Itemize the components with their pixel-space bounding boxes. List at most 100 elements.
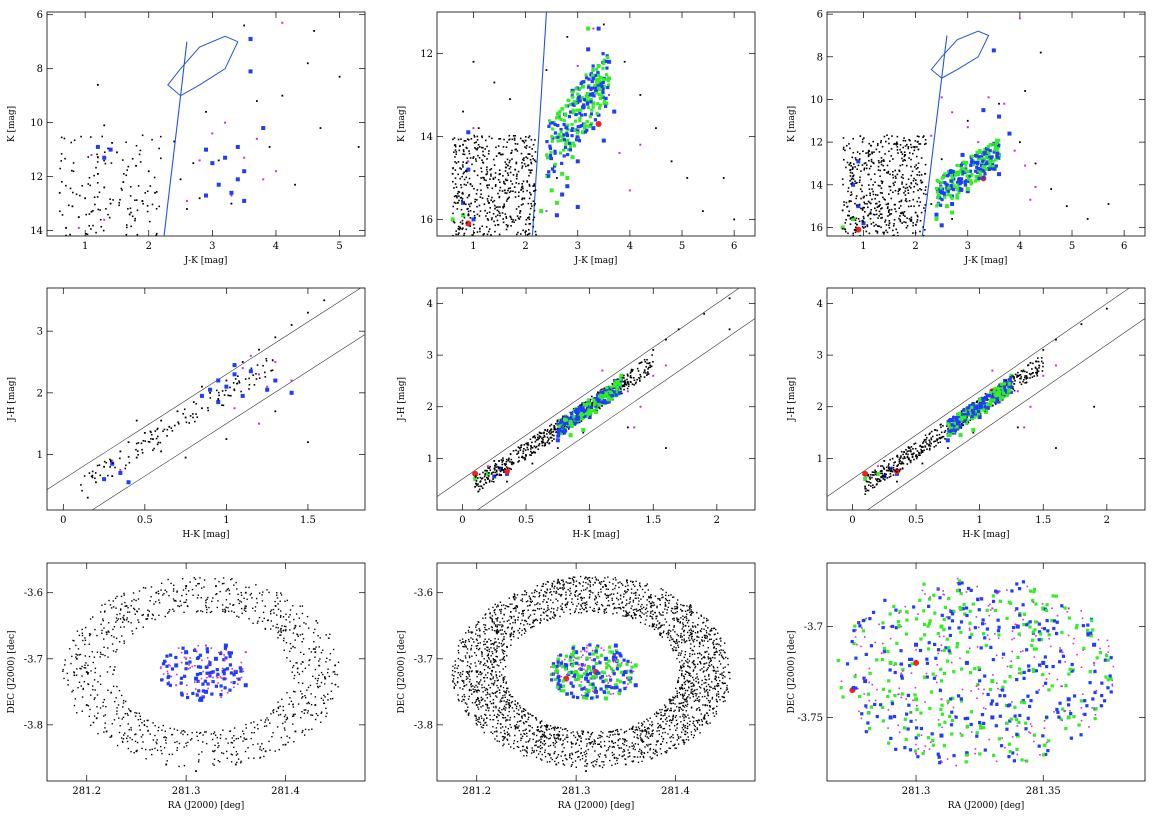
field-star-point [556,447,559,449]
field-density [134,715,137,717]
field-density [139,729,141,731]
field-density [268,591,270,594]
field-density [881,145,884,148]
cluster-density [211,680,215,684]
magenta-point [1034,185,1037,188]
field-density [883,169,886,171]
cluster-density [583,130,588,134]
field-density [118,641,121,643]
field-star-point [135,456,138,459]
field-density [183,611,185,614]
field-density [318,660,320,662]
magenta-point [1029,198,1032,201]
field-density [476,231,479,233]
field-star-point [95,481,97,484]
field-density [304,696,307,699]
field-star-point [96,173,99,175]
field-density [852,232,855,235]
field-density [95,166,97,169]
blue-point [204,193,208,198]
field-density [633,379,636,382]
field-density [894,461,896,463]
field-density [303,712,306,714]
field-density [158,205,161,208]
field-density [109,198,111,200]
cluster-density [549,156,553,160]
field-density [908,200,911,202]
field-star-point [1055,447,1057,449]
field-density [876,483,878,485]
field-star-point [1042,349,1045,351]
field-density [111,643,114,645]
field-star-point [128,213,131,216]
field-density [222,404,225,407]
cluster-density [606,79,610,83]
field-density [905,448,907,451]
field-density [289,660,292,662]
cluster-density [574,101,578,105]
field-density [233,611,235,613]
cluster-density [981,169,986,173]
field-density [918,197,920,199]
cluster-density [950,418,954,423]
field-density [887,209,890,212]
blue-point [977,415,982,420]
cluster-density [224,657,226,660]
blue-point [997,172,1002,177]
field-density [121,635,123,637]
cluster-density [587,412,591,416]
field-density [549,425,551,427]
field-density [495,215,497,218]
field-density [852,137,855,140]
field-density [906,143,908,146]
field-density [855,217,858,220]
x-tick-label: 0 [849,515,855,526]
cluster-density [225,667,229,671]
field-density [924,434,927,437]
field-star-point [896,480,898,483]
field-density [126,617,128,619]
field-density [265,359,268,362]
cluster-density [988,143,992,147]
field-density [916,219,919,221]
field-density [144,587,147,589]
field-density [868,188,871,190]
x-axis-label: J-K [mag] [574,256,618,266]
field-density [928,443,931,445]
field-density [292,713,295,716]
field-density [489,178,491,180]
cluster-density [977,176,981,180]
field-density [104,162,107,165]
field-density [906,186,909,189]
field-density [904,194,907,196]
field-density [517,461,519,463]
field-density [916,215,919,218]
field-density [191,738,193,740]
field-density [532,219,535,221]
field-density [280,634,282,636]
cluster-density [197,689,201,693]
field-density [888,185,891,188]
field-density [867,489,870,492]
field-density [861,141,864,143]
field-density [543,434,546,437]
cluster-density [205,671,209,675]
field-density [912,179,915,182]
cluster-density [983,147,987,152]
field-density [320,712,322,714]
reddening-line [91,334,365,510]
field-density [215,593,217,596]
field-star-point [284,743,287,746]
field-density [870,165,872,168]
cluster-density [970,416,974,421]
field-density [1036,373,1038,375]
field-density [991,394,994,396]
field-density [461,164,464,166]
field-density [307,701,310,704]
field-density [529,438,532,441]
field-density [509,166,512,168]
field-density [455,162,458,164]
field-density [256,602,258,604]
field-density [896,465,898,467]
cluster-density [596,399,600,403]
